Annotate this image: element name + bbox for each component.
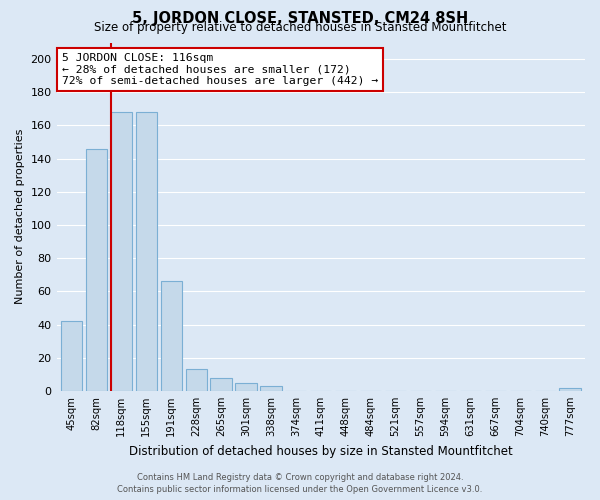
Text: 5 JORDON CLOSE: 116sqm
← 28% of detached houses are smaller (172)
72% of semi-de: 5 JORDON CLOSE: 116sqm ← 28% of detached… <box>62 53 378 86</box>
Bar <box>161 282 182 391</box>
Bar <box>211 378 232 391</box>
Text: Contains HM Land Registry data © Crown copyright and database right 2024.
Contai: Contains HM Land Registry data © Crown c… <box>118 472 482 494</box>
Text: Size of property relative to detached houses in Stansted Mountfitchet: Size of property relative to detached ho… <box>94 21 506 34</box>
Bar <box>111 112 132 391</box>
Bar <box>86 148 107 391</box>
Bar <box>136 112 157 391</box>
X-axis label: Distribution of detached houses by size in Stansted Mountfitchet: Distribution of detached houses by size … <box>129 444 512 458</box>
Y-axis label: Number of detached properties: Number of detached properties <box>15 129 25 304</box>
Bar <box>61 321 82 391</box>
Text: 5, JORDON CLOSE, STANSTED, CM24 8SH: 5, JORDON CLOSE, STANSTED, CM24 8SH <box>132 11 468 26</box>
Bar <box>235 382 257 391</box>
Bar <box>559 388 581 391</box>
Bar <box>260 386 281 391</box>
Bar <box>185 370 207 391</box>
